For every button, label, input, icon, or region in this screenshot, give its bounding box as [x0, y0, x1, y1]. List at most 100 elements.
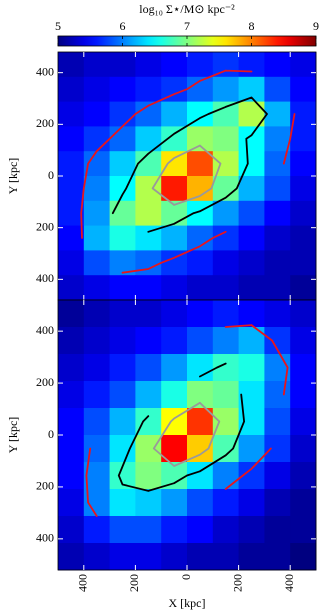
- heatmap-cell: [58, 52, 85, 78]
- heatmap-cell: [264, 435, 291, 463]
- heatmap-cell: [238, 151, 265, 177]
- heatmap-cell: [290, 225, 317, 251]
- colorbar-label: log₁₀ Σ⋆/M⊙ kpc⁻²: [139, 2, 235, 16]
- heatmap-cell: [290, 300, 317, 328]
- heatmap-cell: [135, 408, 162, 436]
- heatmap-cell: [135, 516, 162, 544]
- panel: [58, 52, 317, 301]
- heatmap-cell: [161, 126, 188, 152]
- heatmap-cell: [238, 543, 265, 571]
- heatmap-cell: [135, 52, 162, 78]
- heatmap-cell: [290, 126, 317, 152]
- heatmap-cell: [58, 250, 85, 276]
- heatmap-cell: [109, 176, 136, 202]
- contour: [85, 324, 289, 517]
- heatmap-cell: [161, 52, 188, 78]
- heatmap-cell: [290, 543, 317, 571]
- heatmap-cell: [58, 381, 85, 409]
- heatmap-cell: [264, 462, 291, 490]
- heatmap-cell: [238, 275, 265, 301]
- heatmap-cell: [264, 543, 291, 571]
- heatmap-cell: [212, 52, 239, 78]
- heatmap-cell: [238, 126, 265, 152]
- heatmap-cell: [187, 516, 214, 544]
- heatmap-cell: [212, 275, 239, 301]
- heatmap-cell: [290, 381, 317, 409]
- heatmap-cell: [238, 489, 265, 517]
- y-axis-label: Y [kpc]: [6, 417, 20, 454]
- heatmap-cell: [187, 52, 214, 78]
- heatmap-cell: [58, 76, 85, 102]
- heatmap-cell: [58, 462, 85, 490]
- heatmap-cell: [135, 76, 162, 102]
- heatmap-cell: [109, 275, 136, 301]
- heatmap-cell: [83, 300, 110, 328]
- heatmap-cell: [161, 381, 188, 409]
- heatmap-cell: [135, 200, 162, 226]
- heatmap-cell: [187, 200, 214, 226]
- heatmap-cell: [238, 250, 265, 276]
- heatmap-cell: [264, 516, 291, 544]
- heatmap-cell: [135, 300, 162, 328]
- heatmap-cell: [290, 250, 317, 276]
- heatmap-cell: [290, 52, 317, 78]
- heatmap-cell: [264, 101, 291, 127]
- heatmap-cell: [212, 101, 239, 127]
- heatmap-cell: [212, 408, 239, 436]
- heatmap-cell: [161, 516, 188, 544]
- heatmap-cell: [83, 76, 110, 102]
- heatmap-cell: [83, 381, 110, 409]
- heatmap-cell: [161, 101, 188, 127]
- heatmap-cell: [135, 462, 162, 490]
- heatmap-cell: [161, 225, 188, 251]
- y-tick-label: 400: [36, 271, 54, 285]
- heatmap-cell: [161, 489, 188, 517]
- heatmap-cell: [58, 300, 85, 328]
- heatmap-cell: [161, 275, 188, 301]
- colorbar-tick-label: 7: [184, 19, 190, 33]
- heatmap-cell: [290, 435, 317, 463]
- heatmap-cell: [290, 176, 317, 202]
- heatmap-cell: [109, 354, 136, 382]
- colorbar-tick-label: 6: [120, 19, 126, 33]
- heatmap-cell: [212, 200, 239, 226]
- x-tick-label: 0: [179, 574, 193, 580]
- heatmap-cell: [212, 381, 239, 409]
- y-tick-label: 200: [36, 116, 54, 130]
- heatmap-cell: [135, 250, 162, 276]
- heatmap-cell: [83, 101, 110, 127]
- heatmap-cell: [187, 126, 214, 152]
- contour: [152, 401, 221, 467]
- heatmap-cell: [109, 225, 136, 251]
- heatmap-cell: [264, 275, 291, 301]
- x-axis-label: X [kpc]: [169, 596, 206, 610]
- heatmap-cell: [58, 126, 85, 152]
- colorbar-tick-label: 9: [313, 19, 319, 33]
- heatmap-cell: [187, 327, 214, 355]
- heatmap-cell: [135, 126, 162, 152]
- heatmap-cell: [83, 126, 110, 152]
- heatmap-cell: [212, 250, 239, 276]
- heatmap-cell: [83, 250, 110, 276]
- heatmap-cell: [83, 516, 110, 544]
- heatmap-cell: [187, 176, 214, 202]
- heatmap-cell: [238, 200, 265, 226]
- x-tick-label: 200: [230, 574, 244, 592]
- heatmap-cell: [290, 408, 317, 436]
- heatmap-cell: [290, 462, 317, 490]
- heatmap-cell: [83, 225, 110, 251]
- heatmap-cell: [83, 275, 110, 301]
- heatmap-cell: [83, 543, 110, 571]
- heatmap-cell: [264, 225, 291, 251]
- y-tick-label: 400: [36, 323, 54, 337]
- heatmap-cell: [161, 327, 188, 355]
- heatmap-cell: [109, 381, 136, 409]
- heatmap-cell: [83, 200, 110, 226]
- heatmap-cell: [109, 408, 136, 436]
- heatmap-cell: [264, 381, 291, 409]
- heatmap-cell: [135, 489, 162, 517]
- heatmap-cell: [238, 354, 265, 382]
- heatmap-cell: [187, 275, 214, 301]
- heatmap-cell: [135, 327, 162, 355]
